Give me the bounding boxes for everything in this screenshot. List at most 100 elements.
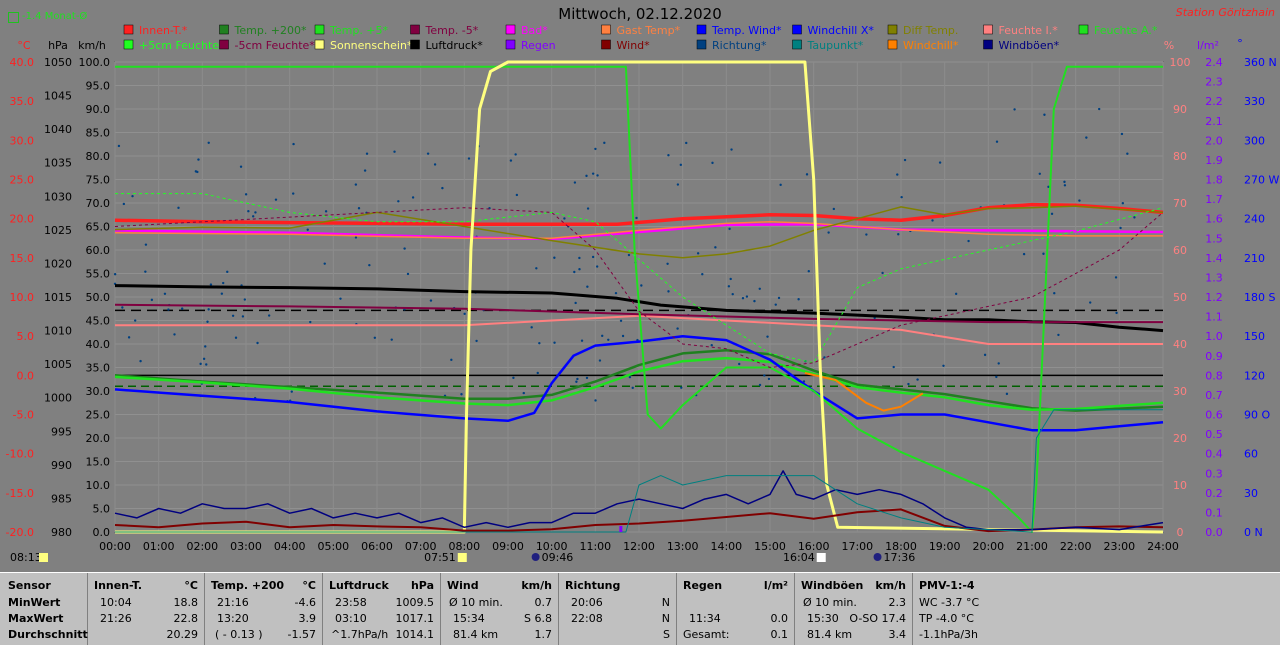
legend-swatch <box>887 39 898 50</box>
max-time: 03:10 <box>335 612 367 625</box>
event-moon-1: 09:46 <box>542 551 574 564</box>
direction-point <box>576 377 579 381</box>
min-value: -4.6 <box>294 596 316 609</box>
axis-tick-time: 23:00 <box>1103 540 1135 553</box>
axis-tick-time: 20:00 <box>972 540 1004 553</box>
direction-point <box>368 263 371 267</box>
legend-swatch <box>887 24 898 35</box>
axis-tick-celsius: 0.0 <box>17 369 35 382</box>
stats-table: Sensor MinWert MaxWert Durchschnitt Inne… <box>0 572 1280 645</box>
direction-point <box>150 298 154 302</box>
direction-point <box>586 207 590 210</box>
direction-point <box>429 299 433 302</box>
legend-label: Temp. +5* <box>329 24 389 37</box>
axis-tick-kmh: 100.0 <box>79 56 111 69</box>
max-time: 15:34 <box>453 612 485 625</box>
col-head: Luftdruck <box>329 579 389 592</box>
direction-point <box>797 298 800 301</box>
avg-value: 0.1 <box>770 628 789 641</box>
direction-point <box>731 292 734 296</box>
axis-tick-time: 17:00 <box>841 540 873 553</box>
axis-tick-direction: 120 <box>1244 369 1265 382</box>
direction-point <box>563 217 566 220</box>
monat-label: -1.4 Monat-Ø <box>22 11 88 22</box>
axis-tick-hpa: 1000 <box>44 392 72 405</box>
col-head: Temp. +200 <box>211 579 285 592</box>
direction-point <box>640 284 643 287</box>
axis-tick-rain: 2.4 <box>1205 56 1223 69</box>
axis-tick-direction: 270 W <box>1244 174 1279 187</box>
direction-point <box>1022 252 1026 256</box>
axis-tick-percent: 30 <box>1173 385 1187 398</box>
direction-point <box>585 174 588 178</box>
direction-point <box>802 380 806 383</box>
direction-point <box>1050 212 1054 216</box>
row-label-avg: Durchschnitt <box>8 628 88 641</box>
axis-tick-rain: 0.6 <box>1205 409 1223 422</box>
col-unit: km/h <box>521 579 552 592</box>
direction-point <box>231 314 235 317</box>
series-line-windb-en- <box>114 470 1164 531</box>
monat-checkbox[interactable] <box>8 12 19 23</box>
direction-point <box>221 281 225 285</box>
direction-point <box>365 152 369 155</box>
axis-tick-time: 22:00 <box>1060 540 1092 553</box>
series-line-diff-temp- <box>114 205 1164 259</box>
direction-point <box>1063 184 1067 187</box>
axis-tick-percent: 50 <box>1173 291 1187 304</box>
axis-tick-time: 15:00 <box>754 540 786 553</box>
direction-point <box>535 267 538 270</box>
col-pmv: PMV-1:-4 WC -3.7 °C TP -4.0 °C -1.1hPa/3… <box>913 573 1280 645</box>
axis-tick-celsius: 30.0 <box>10 134 35 147</box>
series-line-bad- <box>114 222 1164 241</box>
direction-point <box>594 147 597 151</box>
legend-label: Windchill* <box>903 39 959 52</box>
direction-point <box>475 339 478 343</box>
axis-tick-kmh: 65.0 <box>86 221 111 234</box>
axis-tick-celsius: -15.0 <box>6 487 34 500</box>
direction-point <box>591 172 595 175</box>
direction-point <box>204 345 207 348</box>
legend-swatch <box>601 24 611 35</box>
legend-label: Regen <box>521 39 556 52</box>
direction-point <box>1053 292 1056 295</box>
axis-tick-direction: 30 <box>1244 487 1258 500</box>
direction-point <box>628 375 632 379</box>
axis-tick-hpa: 1010 <box>44 325 72 338</box>
col-unit: km/h <box>875 579 906 592</box>
legend-label: Temp. -5* <box>425 24 479 37</box>
legend-swatch <box>410 39 420 50</box>
col-head: PMV-1:-4 <box>919 579 975 592</box>
moon-marker-2 <box>873 553 882 561</box>
direction-point <box>865 233 868 236</box>
axis-tick-percent: 10 <box>1173 479 1187 492</box>
direction-point <box>163 292 167 295</box>
direction-point <box>983 353 987 357</box>
direction-point <box>239 165 243 168</box>
avg-value: 20.29 <box>166 628 199 641</box>
max-value: 3.9 <box>298 612 317 625</box>
min-value: 2.3 <box>888 596 907 609</box>
axis-tick-rain: 1.2 <box>1205 291 1223 304</box>
series-line--5cm-feuchte- <box>114 207 1164 368</box>
event-sunset: 16:04 <box>783 551 815 564</box>
min-value: 0.7 <box>534 596 553 609</box>
direction-point <box>122 202 126 206</box>
series-line-feuchte-i- <box>115 314 1163 345</box>
direction-point <box>553 256 556 259</box>
axis-tick-kmh: 40.0 <box>86 338 111 351</box>
row-label-sensor: Sensor <box>8 579 51 592</box>
direction-point <box>127 336 131 339</box>
direction-point <box>199 362 202 366</box>
series-line-gast-temp- <box>114 221 1163 240</box>
direction-point <box>763 374 766 377</box>
legend-label: Taupunkt* <box>807 39 864 52</box>
direction-point <box>1085 136 1088 139</box>
direction-point <box>1063 180 1066 184</box>
direction-point <box>758 383 762 387</box>
direction-point <box>234 336 238 339</box>
legend-label: Feuchte I.* <box>999 24 1059 37</box>
col-unit: °C <box>302 579 316 592</box>
axis-tick-rain: 1.9 <box>1205 154 1223 167</box>
axis-tick-celsius: 35.0 <box>10 95 35 108</box>
